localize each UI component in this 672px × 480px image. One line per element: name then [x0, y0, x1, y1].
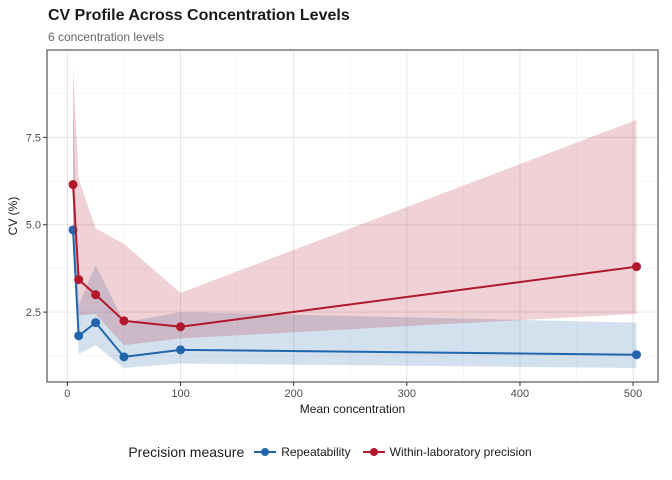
y-tick-label: 2.5 — [26, 307, 41, 319]
x-tick-label: 0 — [64, 388, 70, 400]
confidence-band — [73, 102, 637, 369]
x-tick-label: 500 — [624, 388, 642, 400]
data-point — [68, 180, 78, 190]
y-tick-label: 5.0 — [26, 220, 41, 232]
panel-border — [46, 49, 659, 383]
y-tick-label: 7.5 — [26, 132, 41, 144]
data-point — [74, 331, 84, 341]
legend-title: Precision measure — [128, 444, 245, 460]
legend-label: Repeatability — [281, 445, 351, 459]
x-tick-label: 400 — [511, 388, 529, 400]
y-axis-label: CV (%) — [6, 197, 20, 236]
chart-title: CV Profile Across Concentration Levels — [48, 7, 350, 24]
legend-key — [254, 447, 277, 457]
data-point — [632, 262, 642, 272]
confidence-band — [73, 67, 637, 346]
data-point — [74, 275, 84, 285]
x-tick-label: 100 — [171, 388, 189, 400]
x-tick-label: 300 — [398, 388, 416, 400]
legend: Precision measure Repeatability Within-l… — [0, 444, 672, 460]
x-axis-label: Mean concentration — [300, 402, 405, 416]
legend-label: Within-laboratory precision — [389, 445, 532, 459]
data-point — [91, 290, 101, 300]
legend-item-repeatability: Repeatability — [254, 445, 351, 459]
data-point — [176, 345, 186, 355]
data-point — [632, 350, 642, 360]
data-point — [91, 318, 101, 328]
data-point — [119, 352, 129, 362]
series-line — [72, 184, 637, 328]
x-tick-label: 200 — [284, 388, 302, 400]
series-line — [72, 229, 637, 358]
legend-item-within-lab: Within-laboratory precision — [362, 445, 532, 459]
data-point — [119, 316, 129, 326]
legend-key — [362, 447, 385, 457]
data-point — [176, 322, 186, 332]
chart-subtitle: 6 concentration levels — [48, 30, 165, 44]
